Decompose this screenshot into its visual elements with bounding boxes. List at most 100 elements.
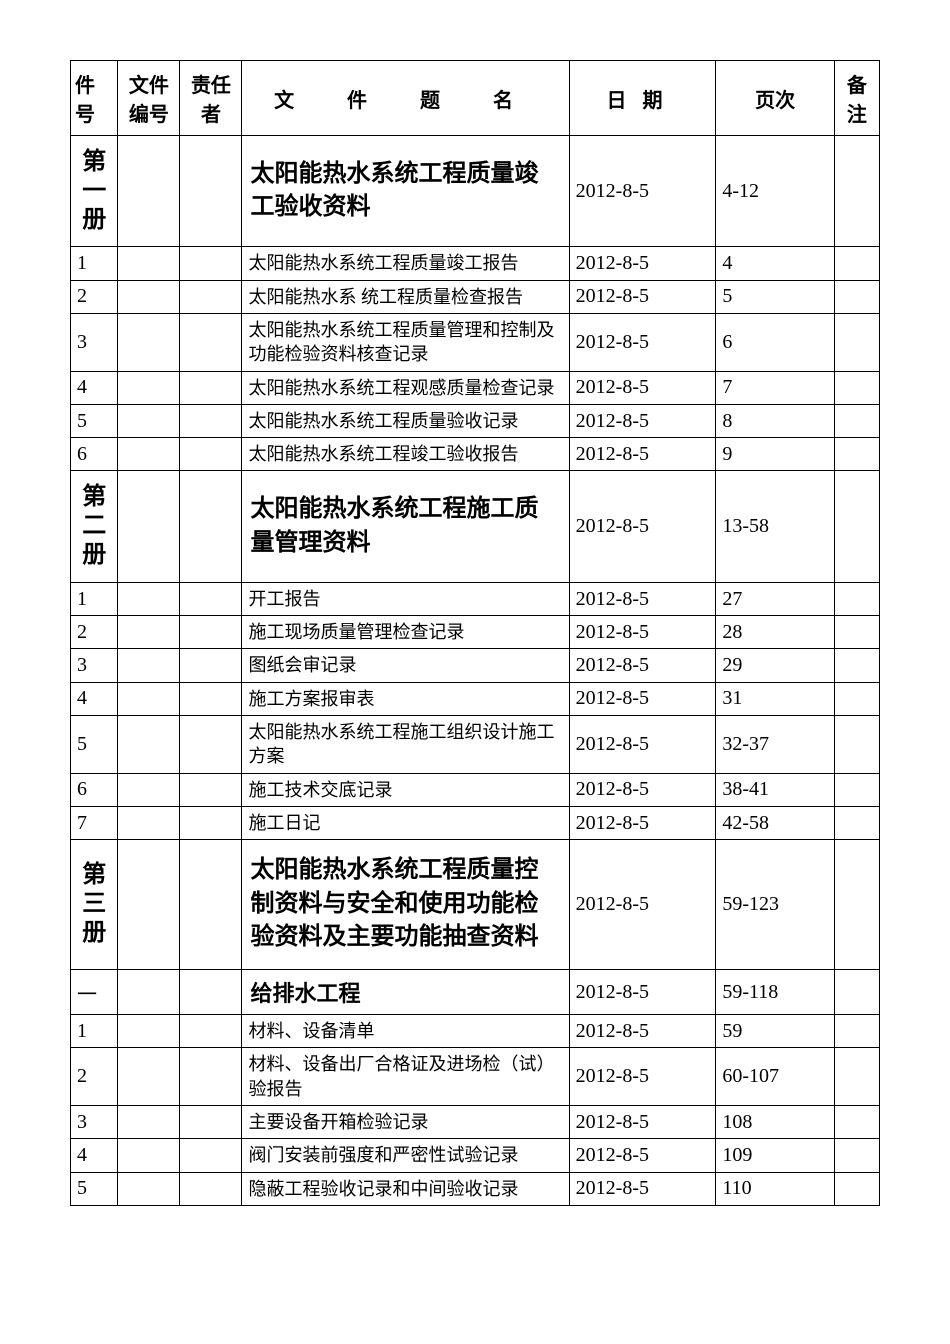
cell-num: 1 (71, 1015, 118, 1048)
cell-note (834, 1015, 879, 1048)
cell-num: 第二册 (71, 471, 118, 582)
cell-title: 施工现场质量管理检查记录 (242, 616, 569, 649)
table-row: 5太阳能热水系统工程质量验收记录2012-8-58 (71, 404, 880, 437)
cell-page: 59-123 (716, 840, 834, 970)
cell-page: 7 (716, 371, 834, 404)
cell-num: 4 (71, 371, 118, 404)
cell-page: 31 (716, 682, 834, 715)
cell-page: 28 (716, 616, 834, 649)
cell-num: 1 (71, 247, 118, 280)
cell-file-no (118, 773, 180, 806)
cell-author (180, 280, 242, 313)
cell-page: 27 (716, 582, 834, 615)
table-row: 第三册太阳能热水系统工程质量控制资料与安全和使用功能检验资料及主要功能抽查资料2… (71, 840, 880, 970)
header-title: 文 件 题 名 (242, 61, 569, 136)
cell-file-no (118, 247, 180, 280)
cell-file-no (118, 682, 180, 715)
table-row: 1太阳能热水系统工程质量竣工报告2012-8-54 (71, 247, 880, 280)
header-date: 日期 (569, 61, 716, 136)
table-row: 2施工现场质量管理检查记录2012-8-528 (71, 616, 880, 649)
cell-date: 2012-8-5 (569, 247, 716, 280)
cell-note (834, 840, 879, 970)
document-table: 件号 文件编号 责任者 文 件 题 名 日期 页次 备注 第一册太阳能热水系统工… (70, 60, 880, 1206)
cell-num: 4 (71, 682, 118, 715)
cell-author (180, 1048, 242, 1106)
cell-date: 2012-8-5 (569, 1048, 716, 1106)
cell-author (180, 649, 242, 682)
table-row: 5太阳能热水系统工程施工组织设计施工方案2012-8-532-37 (71, 716, 880, 774)
cell-date: 2012-8-5 (569, 773, 716, 806)
cell-title: 太阳能热水系统工程质量竣工验收资料 (242, 136, 569, 247)
cell-title: 施工方案报审表 (242, 682, 569, 715)
cell-note (834, 471, 879, 582)
cell-author (180, 404, 242, 437)
table-row: 2材料、设备出厂合格证及进场检（试）验报告2012-8-560-107 (71, 1048, 880, 1106)
cell-page: 9 (716, 438, 834, 471)
table-row: 3太阳能热水系统工程质量管理和控制及功能检验资料核查记录2012-8-56 (71, 313, 880, 371)
cell-file-no (118, 649, 180, 682)
table-row: 7施工日记2012-8-542-58 (71, 806, 880, 839)
cell-author (180, 970, 242, 1015)
header-num: 件号 (71, 61, 118, 136)
cell-date: 2012-8-5 (569, 404, 716, 437)
cell-page: 13-58 (716, 471, 834, 582)
cell-title: 材料、设备清单 (242, 1015, 569, 1048)
cell-page: 4-12 (716, 136, 834, 247)
cell-date: 2012-8-5 (569, 438, 716, 471)
cell-num: 2 (71, 1048, 118, 1106)
cell-title: 太阳能热水系统工程观感质量检查记录 (242, 371, 569, 404)
cell-author (180, 371, 242, 404)
cell-file-no (118, 280, 180, 313)
cell-num: 第一册 (71, 136, 118, 247)
cell-num: 3 (71, 1105, 118, 1138)
cell-author (180, 1015, 242, 1048)
cell-title: 隐蔽工程验收记录和中间验收记录 (242, 1172, 569, 1205)
table-row: 第一册太阳能热水系统工程质量竣工验收资料2012-8-54-12 (71, 136, 880, 247)
cell-title: 材料、设备出厂合格证及进场检（试）验报告 (242, 1048, 569, 1106)
cell-num: 5 (71, 1172, 118, 1205)
cell-note (834, 716, 879, 774)
cell-date: 2012-8-5 (569, 716, 716, 774)
table-row: 6施工技术交底记录2012-8-538-41 (71, 773, 880, 806)
cell-file-no (118, 616, 180, 649)
cell-file-no (118, 371, 180, 404)
table-row: 第二册太阳能热水系统工程施工质量管理资料2012-8-513-58 (71, 471, 880, 582)
cell-note (834, 438, 879, 471)
cell-file-no (118, 970, 180, 1015)
cell-date: 2012-8-5 (569, 970, 716, 1015)
header-note: 备注 (834, 61, 879, 136)
cell-file-no (118, 1105, 180, 1138)
cell-file-no (118, 1172, 180, 1205)
cell-date: 2012-8-5 (569, 313, 716, 371)
cell-num: 6 (71, 438, 118, 471)
header-page: 页次 (716, 61, 834, 136)
table-row: 一给排水工程2012-8-559-118 (71, 970, 880, 1015)
cell-date: 2012-8-5 (569, 1105, 716, 1138)
cell-author (180, 840, 242, 970)
header-row: 件号 文件编号 责任者 文 件 题 名 日期 页次 备注 (71, 61, 880, 136)
cell-author (180, 582, 242, 615)
cell-file-no (118, 136, 180, 247)
cell-num: 7 (71, 806, 118, 839)
cell-author (180, 313, 242, 371)
cell-title: 阀门安装前强度和严密性试验记录 (242, 1139, 569, 1172)
cell-date: 2012-8-5 (569, 280, 716, 313)
cell-date: 2012-8-5 (569, 840, 716, 970)
cell-num: 3 (71, 313, 118, 371)
table-row: 5隐蔽工程验收记录和中间验收记录2012-8-5110 (71, 1172, 880, 1205)
cell-file-no (118, 313, 180, 371)
cell-num: 第三册 (71, 840, 118, 970)
cell-num: 2 (71, 616, 118, 649)
cell-author (180, 1172, 242, 1205)
cell-num: 6 (71, 773, 118, 806)
cell-page: 59-118 (716, 970, 834, 1015)
cell-date: 2012-8-5 (569, 582, 716, 615)
header-author: 责任者 (180, 61, 242, 136)
cell-num: 5 (71, 716, 118, 774)
cell-file-no (118, 1015, 180, 1048)
cell-author (180, 1105, 242, 1138)
cell-page: 110 (716, 1172, 834, 1205)
cell-author (180, 438, 242, 471)
cell-note (834, 247, 879, 280)
cell-num: 2 (71, 280, 118, 313)
